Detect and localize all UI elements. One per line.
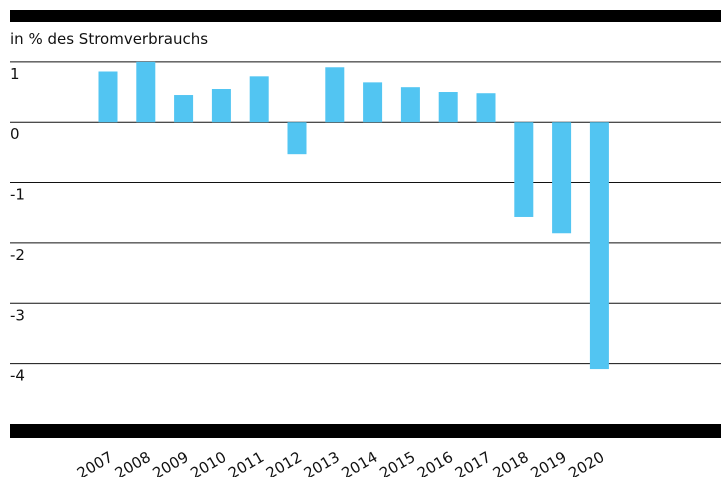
bar — [136, 61, 156, 123]
bar — [438, 92, 458, 123]
x-tick-label: 2013 — [301, 448, 343, 477]
x-tick-label: 2018 — [490, 448, 532, 477]
x-tick-label: 2016 — [414, 448, 456, 477]
bar — [98, 71, 118, 123]
bar — [211, 89, 231, 123]
bar — [249, 76, 269, 123]
y-tick-label: -3 — [10, 306, 25, 324]
x-tick-label: 2010 — [187, 448, 229, 477]
x-tick-label: 2011 — [225, 448, 267, 477]
bar — [552, 122, 572, 234]
bar — [476, 93, 496, 123]
x-tick-label: 2007 — [74, 448, 116, 477]
bar — [589, 122, 609, 370]
x-tick-label: 2009 — [150, 448, 192, 477]
x-tick-label: 2017 — [452, 448, 494, 477]
y-tick-label: -1 — [10, 186, 25, 204]
y-tick-label: 0 — [10, 125, 20, 143]
bar — [363, 82, 383, 123]
bottom-band — [10, 424, 721, 438]
y-tick-label: 1 — [10, 65, 20, 83]
bar — [400, 87, 420, 123]
bar — [514, 122, 534, 217]
x-tick-label: 2020 — [565, 448, 607, 477]
y-tick-label: -2 — [10, 246, 25, 264]
bar — [325, 67, 345, 123]
y-tick-label: -4 — [10, 367, 25, 385]
top-band — [10, 10, 721, 22]
bar — [174, 95, 194, 123]
y-axis-label: in % des Stromverbrauchs — [10, 30, 208, 48]
x-tick-label: 2019 — [528, 448, 570, 477]
x-tick-label: 2015 — [376, 448, 418, 477]
x-tick-label: 2008 — [112, 448, 154, 477]
x-tick-label: 2014 — [339, 448, 381, 477]
bar — [287, 122, 307, 155]
x-tick-label: 2012 — [263, 448, 305, 477]
